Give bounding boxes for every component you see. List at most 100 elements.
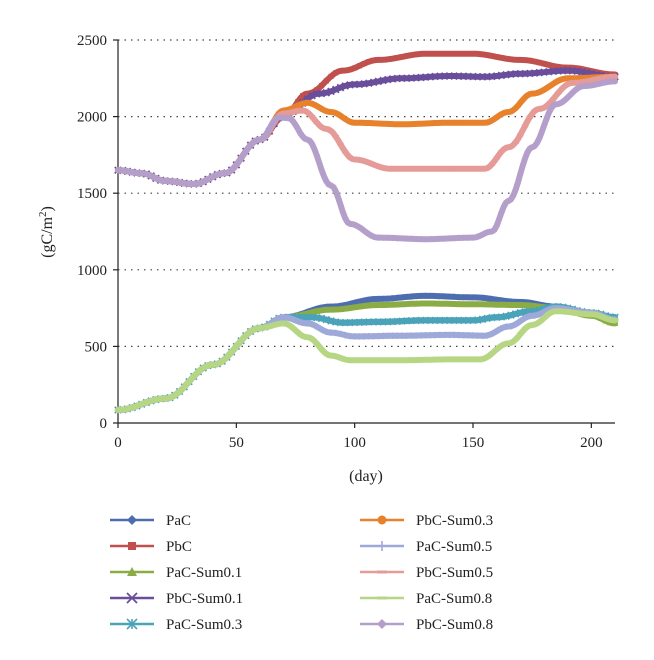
series-point-5-86 — [318, 105, 325, 112]
series-point-7-204 — [597, 76, 604, 80]
series-point-7-76 — [294, 109, 302, 113]
series-point-5-162 — [498, 111, 505, 118]
series-point-8-90 — [327, 354, 335, 358]
series-point-8-66 — [271, 323, 278, 327]
series-point-6-74 — [289, 316, 297, 323]
series-point-5-146 — [460, 119, 467, 126]
series-point-9-206 — [602, 79, 609, 86]
series-point-8-170 — [517, 332, 524, 336]
series-point-7-124 — [408, 167, 415, 171]
series-point-2-98 — [346, 304, 354, 311]
series-point-8-148 — [465, 357, 472, 361]
series-point-9-176 — [531, 142, 538, 150]
series-point-8-16 — [152, 398, 160, 402]
series-point-8-138 — [441, 357, 448, 361]
series-point-5-176 — [531, 90, 538, 97]
series-point-8-168 — [512, 338, 519, 342]
series-point-6-160 — [493, 327, 500, 335]
series-point-5-130 — [422, 120, 429, 127]
series-point-5-116 — [389, 121, 396, 127]
series-point-8-144 — [455, 357, 462, 361]
series-point-9-116 — [389, 234, 396, 242]
legend-swatch-marker-2 — [127, 567, 137, 576]
series-point-7-190 — [564, 82, 571, 86]
series-point-9-2 — [119, 167, 126, 174]
series-point-7-84 — [313, 121, 320, 125]
series-point-9-200 — [588, 82, 595, 89]
series-point-9-172 — [521, 155, 529, 162]
series-point-8-184 — [550, 310, 557, 314]
series-point-6-172 — [521, 314, 529, 322]
series-point-2-148 — [465, 301, 472, 307]
series-point-0-132 — [427, 292, 434, 300]
legend-swatch-marker-3 — [126, 592, 138, 604]
series-point-9-10 — [138, 170, 145, 177]
series-point-2-136 — [436, 300, 444, 307]
series-point-7-136 — [436, 167, 444, 171]
series-point-8-166 — [507, 341, 515, 345]
series-point-8-100 — [351, 358, 358, 362]
series-8 — [114, 308, 619, 413]
series-point-9-202 — [592, 81, 600, 88]
series-point-1-116 — [389, 56, 396, 62]
series-point-6-168 — [512, 321, 519, 328]
series-point-9-154 — [479, 231, 486, 238]
series-point-8-8 — [133, 404, 141, 408]
y-tick-label-0: 0 — [100, 416, 108, 432]
series-point-7-148 — [465, 167, 472, 171]
legend-item-6: PaC-Sum0.5 — [360, 539, 492, 555]
series-point-5-164 — [503, 109, 510, 116]
series-point-6-68 — [275, 315, 283, 322]
series-point-8-48 — [228, 350, 235, 354]
series-point-9-60 — [256, 136, 264, 143]
series-point-1-114 — [385, 56, 391, 62]
series-point-9-100 — [351, 221, 358, 228]
series-point-9-108 — [370, 233, 377, 240]
series-point-7-206 — [602, 75, 609, 79]
series-point-2-142 — [450, 300, 458, 307]
series-point-1-146 — [460, 51, 467, 57]
series-point-8-178 — [536, 320, 543, 324]
series-point-9-20 — [162, 177, 169, 185]
series-point-1-134 — [432, 51, 438, 57]
series-point-8-118 — [394, 358, 401, 362]
series-point-8-102 — [356, 358, 363, 362]
series-point-7-112 — [379, 166, 387, 170]
series-point-8-110 — [375, 358, 382, 362]
series-point-1-174 — [527, 58, 533, 64]
series-point-0-106 — [365, 296, 373, 303]
legend-label-7: PbC-Sum0.5 — [416, 565, 493, 581]
series-point-8-204 — [597, 314, 604, 318]
series-point-9-58 — [252, 137, 259, 145]
series-point-8-78 — [299, 334, 306, 338]
series-point-2-96 — [342, 305, 349, 312]
legend-label-1: PbC — [166, 539, 192, 555]
series-point-7-80 — [304, 110, 311, 114]
series-point-2-108 — [370, 301, 377, 308]
series-point-7-192 — [569, 81, 576, 85]
series-point-9-210 — [611, 78, 619, 85]
series-point-9-162 — [498, 209, 505, 216]
y-axis-label-main: (gC/m — [39, 216, 56, 257]
legend-swatch-marker-9 — [377, 619, 387, 629]
series-point-8-62 — [261, 326, 268, 330]
series-point-2-144 — [455, 300, 462, 307]
series-point-7-96 — [342, 150, 349, 154]
series-point-1-170 — [517, 57, 523, 63]
series-point-5-100 — [351, 119, 358, 126]
series-point-1-132 — [427, 51, 433, 57]
series-point-9-130 — [422, 235, 429, 243]
legend-swatch-marker-0 — [127, 515, 137, 525]
y-tick-label-4: 2000 — [77, 110, 107, 126]
series-point-9-26 — [176, 179, 183, 186]
series-point-8-160 — [493, 347, 500, 351]
series-point-5-96 — [342, 116, 349, 122]
series-point-2-162 — [498, 301, 505, 308]
series-point-9-156 — [484, 229, 491, 236]
series-point-7-130 — [422, 167, 429, 171]
series-point-2-128 — [417, 300, 425, 307]
series-point-8-24 — [171, 393, 178, 397]
series-point-5-112 — [380, 120, 386, 127]
series-point-3-92 — [331, 85, 340, 94]
